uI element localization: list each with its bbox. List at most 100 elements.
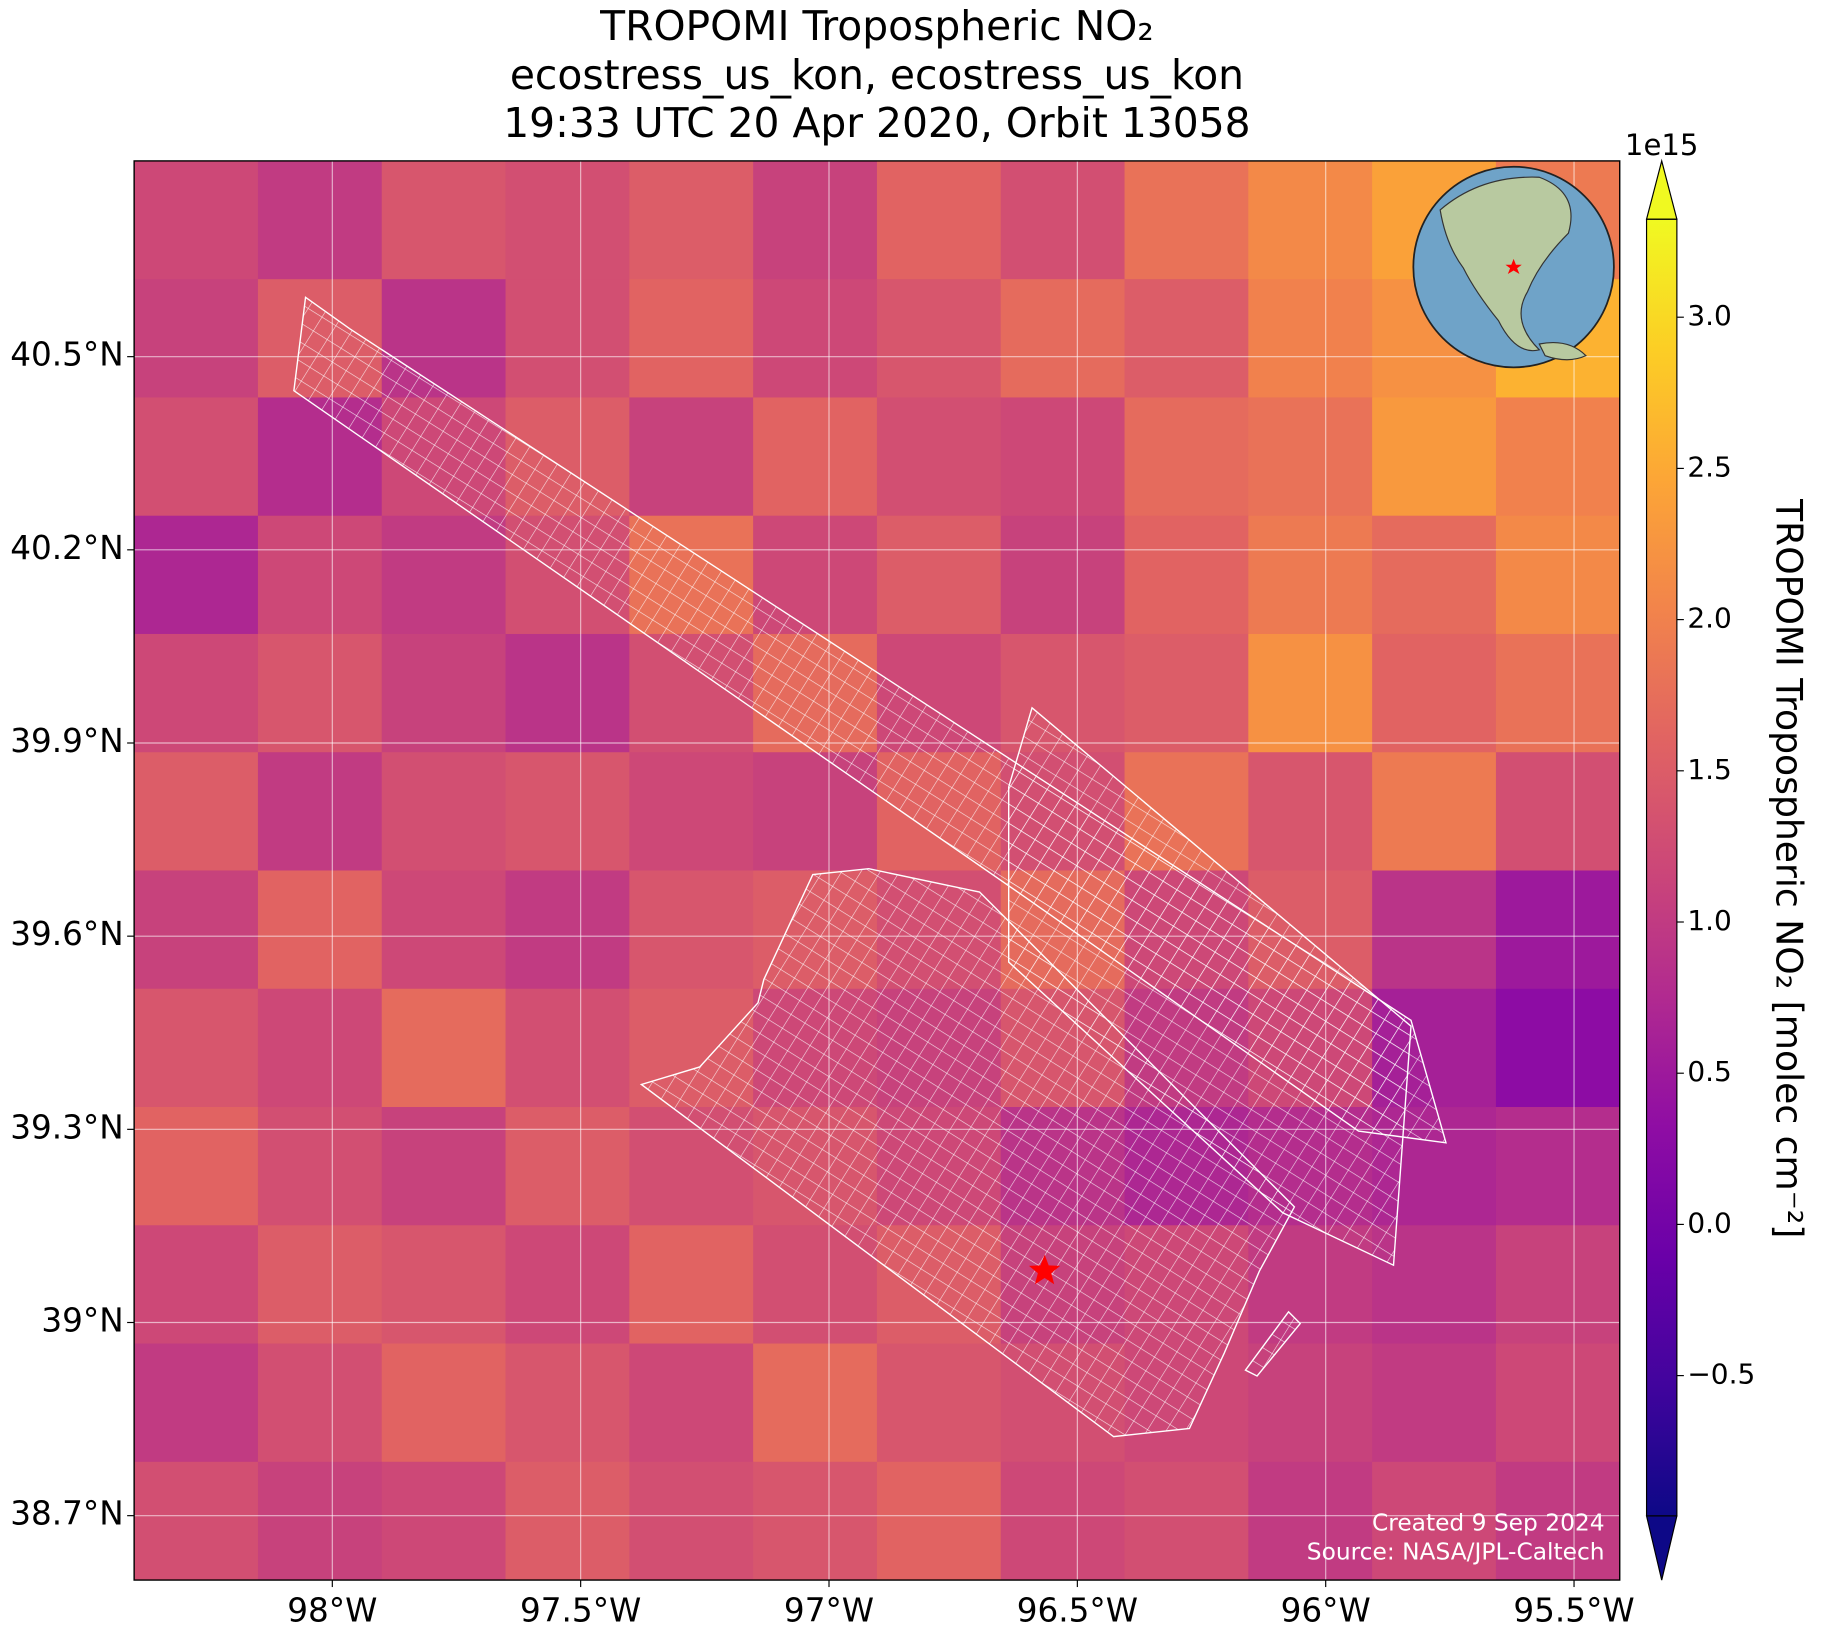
colorbar-tick-label: 0.0 (1687, 1206, 1731, 1239)
x-tick-label: 97.5°W (520, 1592, 641, 1626)
cell (629, 752, 754, 872)
colorbar-label: TROPOMI Tropospheric NO₂ [molec cm⁻²] (1767, 498, 1810, 1238)
globe-inset (1412, 165, 1615, 369)
map-frame (133, 160, 1621, 1581)
cell (505, 1107, 630, 1226)
cell (1372, 633, 1497, 753)
cell (134, 160, 259, 280)
cell (629, 1461, 754, 1581)
x-tick-label: 97°W (784, 1592, 874, 1626)
cell (629, 160, 754, 280)
cell (1248, 633, 1373, 753)
cell (505, 752, 630, 872)
cell (381, 1343, 507, 1463)
cell (753, 397, 878, 517)
title-line: TROPOMI Tropospheric NO₂ (599, 2, 1154, 50)
swath (1244, 1310, 1302, 1377)
colorbar-tick-label: −0.5 (1687, 1358, 1755, 1391)
cell (1372, 397, 1497, 517)
x-tick-label: 95.5°W (1513, 1592, 1634, 1626)
colorbar-tick-label: 2.5 (1687, 450, 1731, 483)
y-tick-label: 40.2°N (10, 529, 123, 567)
cell (257, 1225, 383, 1345)
cell (257, 633, 383, 753)
cell (134, 1107, 259, 1226)
cell (257, 1461, 383, 1581)
cell (1124, 160, 1249, 280)
land (1439, 176, 1572, 352)
cell (1124, 279, 1249, 399)
y-tick-label: 39.9°N (10, 722, 123, 760)
cell (629, 279, 754, 399)
colorbar-tick-label: 1.0 (1687, 904, 1731, 937)
cell (1248, 752, 1373, 872)
cell (1495, 515, 1620, 635)
y-tick-label: 39.3°N (10, 1108, 123, 1146)
cell (257, 515, 383, 635)
cell (1248, 160, 1373, 280)
cell (876, 397, 1002, 517)
cell (257, 752, 383, 872)
colorbar-tick-label: 3.0 (1687, 299, 1731, 332)
cell (629, 870, 754, 990)
y-tick-label: 38.7°N (10, 1495, 123, 1533)
cell (629, 397, 754, 517)
x-tick-label: 96°W (1281, 1592, 1371, 1626)
credit: Created 9 Sep 2024 (1372, 1510, 1605, 1537)
cell (876, 515, 1002, 635)
colorbar-offset: 1e15 (1625, 128, 1699, 162)
cell (1495, 1343, 1620, 1463)
cell (134, 1225, 259, 1345)
x-tick-label: 98°W (287, 1592, 377, 1626)
cell (753, 160, 878, 280)
y-tick-label: 39°N (41, 1301, 123, 1339)
colorbar-extend (1645, 158, 1678, 220)
colorbar: −0.5 0.0 0.5 1.0 1.5 2.0 2.5 3.0 (1645, 158, 1755, 1581)
credit: Source: NASA/JPL-Caltech (1307, 1539, 1605, 1566)
grid (134, 160, 1620, 1581)
site-marker (1028, 1254, 1061, 1285)
cell (1372, 1343, 1497, 1463)
cell (1124, 633, 1249, 753)
cell (1372, 515, 1497, 635)
x-tick-label: 96.5°W (1017, 1592, 1138, 1626)
cell (505, 1225, 630, 1345)
cell (1248, 515, 1373, 635)
cell (1000, 1461, 1126, 1581)
cell (1124, 397, 1249, 517)
cell (1495, 1107, 1620, 1226)
cell (876, 160, 1002, 280)
cell (134, 870, 259, 990)
cell (1000, 397, 1126, 517)
cell (1495, 870, 1620, 990)
cell (505, 988, 630, 1108)
colorbar-tick-label: 0.5 (1687, 1055, 1731, 1088)
cell (1495, 633, 1620, 753)
swath-outlines (293, 296, 1447, 1438)
cell (1248, 1343, 1373, 1463)
cell (381, 752, 507, 872)
cell (381, 515, 507, 635)
cell (629, 1225, 754, 1345)
cell (1248, 1461, 1373, 1581)
cell (134, 515, 259, 635)
cell (1248, 397, 1373, 517)
cell (381, 1225, 507, 1345)
cell (381, 633, 507, 753)
globe-star (1505, 258, 1522, 275)
cell (257, 988, 383, 1108)
cell (134, 397, 259, 517)
cell (876, 1461, 1002, 1581)
colorbar-tick-label: 2.0 (1687, 602, 1731, 635)
cell (381, 160, 507, 280)
cell (257, 870, 383, 990)
cell (134, 1343, 259, 1463)
swath (639, 868, 1296, 1438)
cell (257, 1107, 383, 1226)
cell (1000, 279, 1126, 399)
cell (1372, 870, 1497, 990)
cell (134, 1461, 259, 1581)
cell (1495, 1461, 1620, 1581)
